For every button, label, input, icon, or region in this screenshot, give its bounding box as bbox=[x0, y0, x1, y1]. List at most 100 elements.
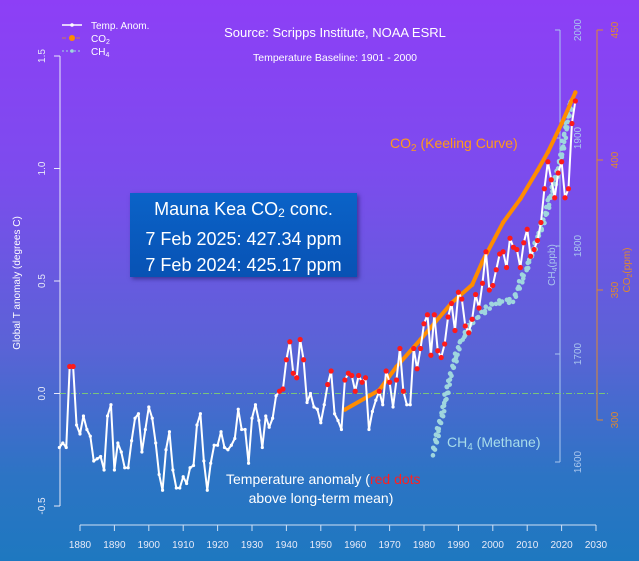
ch4-point bbox=[489, 301, 494, 307]
y-tick-label: 0.5 bbox=[37, 274, 48, 288]
temp-point-above-mean bbox=[290, 370, 296, 376]
temp-point-above-mean bbox=[397, 345, 403, 352]
ch4-point bbox=[441, 408, 447, 414]
temp-point bbox=[130, 439, 134, 443]
temp-point bbox=[167, 430, 172, 434]
temp-point-above-mean bbox=[424, 312, 431, 318]
temp-point-above-mean bbox=[349, 372, 355, 379]
ch4-point bbox=[563, 124, 568, 130]
co2-point bbox=[518, 196, 523, 202]
ch4-point bbox=[548, 193, 554, 198]
temp-point-above-mean bbox=[383, 368, 389, 374]
ch4-curve-annotation: CH4 (Methane) bbox=[447, 434, 541, 453]
temp-point-above-mean bbox=[297, 336, 303, 343]
temp-point-above-mean bbox=[359, 379, 365, 385]
temp-point bbox=[191, 463, 196, 468]
temp-line bbox=[58, 100, 577, 492]
temp-point bbox=[374, 398, 378, 402]
ch4-point bbox=[561, 139, 567, 145]
temp-point-above-mean bbox=[528, 253, 534, 259]
temp-point-above-mean bbox=[442, 341, 448, 347]
x-tick-label: 1960 bbox=[344, 540, 367, 551]
ch4-point bbox=[482, 308, 488, 314]
x-tick-label: 1990 bbox=[447, 540, 470, 551]
temp-point-above-mean bbox=[438, 354, 444, 361]
temp-point-above-mean bbox=[514, 246, 520, 253]
temp-point bbox=[305, 400, 309, 405]
ch4-point bbox=[521, 273, 526, 278]
temp-point bbox=[271, 416, 275, 420]
x-tick-label: 1890 bbox=[103, 540, 126, 551]
temp-point bbox=[260, 445, 264, 450]
ch4-point bbox=[436, 433, 441, 439]
co2-curve-annotation: CO2 (Keeling Curve) bbox=[390, 135, 518, 154]
legend: Temp. Anom. CO2 CH4 bbox=[62, 21, 149, 59]
temp-point bbox=[219, 430, 223, 434]
temp-point bbox=[322, 403, 326, 407]
ch4-point bbox=[447, 382, 453, 387]
temp-point-above-mean bbox=[555, 170, 561, 176]
x-tick-label: 1950 bbox=[310, 540, 333, 551]
temp-point bbox=[188, 466, 192, 470]
temp-point bbox=[136, 412, 141, 416]
temp-point-above-mean bbox=[325, 381, 331, 388]
x-tick-label: 1920 bbox=[206, 540, 229, 551]
co2-point bbox=[573, 90, 578, 95]
temp-point-above-mean bbox=[431, 312, 437, 318]
temp-point bbox=[174, 486, 178, 490]
y-tick-label: 1.0 bbox=[37, 161, 48, 175]
red-dots-text: red dots bbox=[370, 471, 421, 487]
ch4-tick-label: 1900 bbox=[573, 126, 584, 149]
temp-point bbox=[150, 416, 154, 420]
co2-tick-label: 300 bbox=[610, 411, 621, 428]
legend-ch4-dot-icon bbox=[70, 49, 74, 53]
temp-point bbox=[143, 427, 147, 432]
co2-point bbox=[500, 220, 506, 225]
x-tick-label: 2010 bbox=[516, 540, 539, 551]
temp-point bbox=[185, 481, 189, 486]
x-tick-label: 1970 bbox=[378, 540, 401, 551]
legend-co2-label: CO2 bbox=[91, 34, 110, 46]
temp-point-above-mean bbox=[466, 330, 472, 336]
temp-point bbox=[95, 457, 99, 461]
temp-point-above-mean bbox=[531, 246, 537, 253]
temp-point bbox=[319, 421, 323, 425]
ch4-point bbox=[479, 309, 484, 315]
temp-point bbox=[99, 454, 103, 459]
temp-point bbox=[257, 418, 261, 423]
info-box-line1: 7 Feb 2025: 427.34 ppm bbox=[145, 229, 342, 249]
ch4-point bbox=[446, 390, 451, 396]
temp-point bbox=[92, 459, 96, 463]
temp-point bbox=[405, 403, 409, 407]
ch4-point bbox=[430, 453, 436, 458]
co2-point bbox=[545, 150, 551, 155]
temp-point bbox=[85, 427, 89, 432]
temp-point-above-mean bbox=[417, 345, 424, 352]
temp-point-above-mean bbox=[435, 348, 441, 354]
temp-point bbox=[222, 445, 227, 450]
temp-point-above-mean bbox=[301, 357, 307, 363]
temp-point-above-mean bbox=[356, 372, 362, 379]
ch4-point bbox=[520, 280, 525, 285]
ch4-point bbox=[510, 299, 516, 305]
temp-point bbox=[250, 416, 254, 420]
temp-point-above-mean bbox=[479, 280, 486, 286]
co2-info-box: Mauna Kea CO2 conc. 7 Feb 2025: 427.34 p… bbox=[130, 193, 357, 277]
temp-point bbox=[381, 403, 385, 407]
temp-point bbox=[171, 468, 175, 472]
temp-point bbox=[216, 443, 220, 447]
ch4-point bbox=[493, 301, 499, 307]
temp-point bbox=[233, 436, 237, 441]
temp-series bbox=[57, 98, 578, 492]
temp-point-above-mean bbox=[70, 363, 76, 370]
temp-point-above-mean bbox=[486, 287, 492, 293]
ch4-point bbox=[561, 132, 567, 138]
temp-point-above-mean bbox=[459, 296, 465, 302]
temp-point bbox=[267, 425, 271, 429]
temp-point-above-mean bbox=[493, 267, 499, 273]
legend-temp-label: Temp. Anom. bbox=[91, 21, 149, 32]
temp-point bbox=[212, 443, 216, 447]
chart-subtitle: Temperature Baseline: 1901 - 2000 bbox=[253, 52, 417, 64]
ch4-axis-label: CH4(ppb) bbox=[547, 244, 559, 286]
